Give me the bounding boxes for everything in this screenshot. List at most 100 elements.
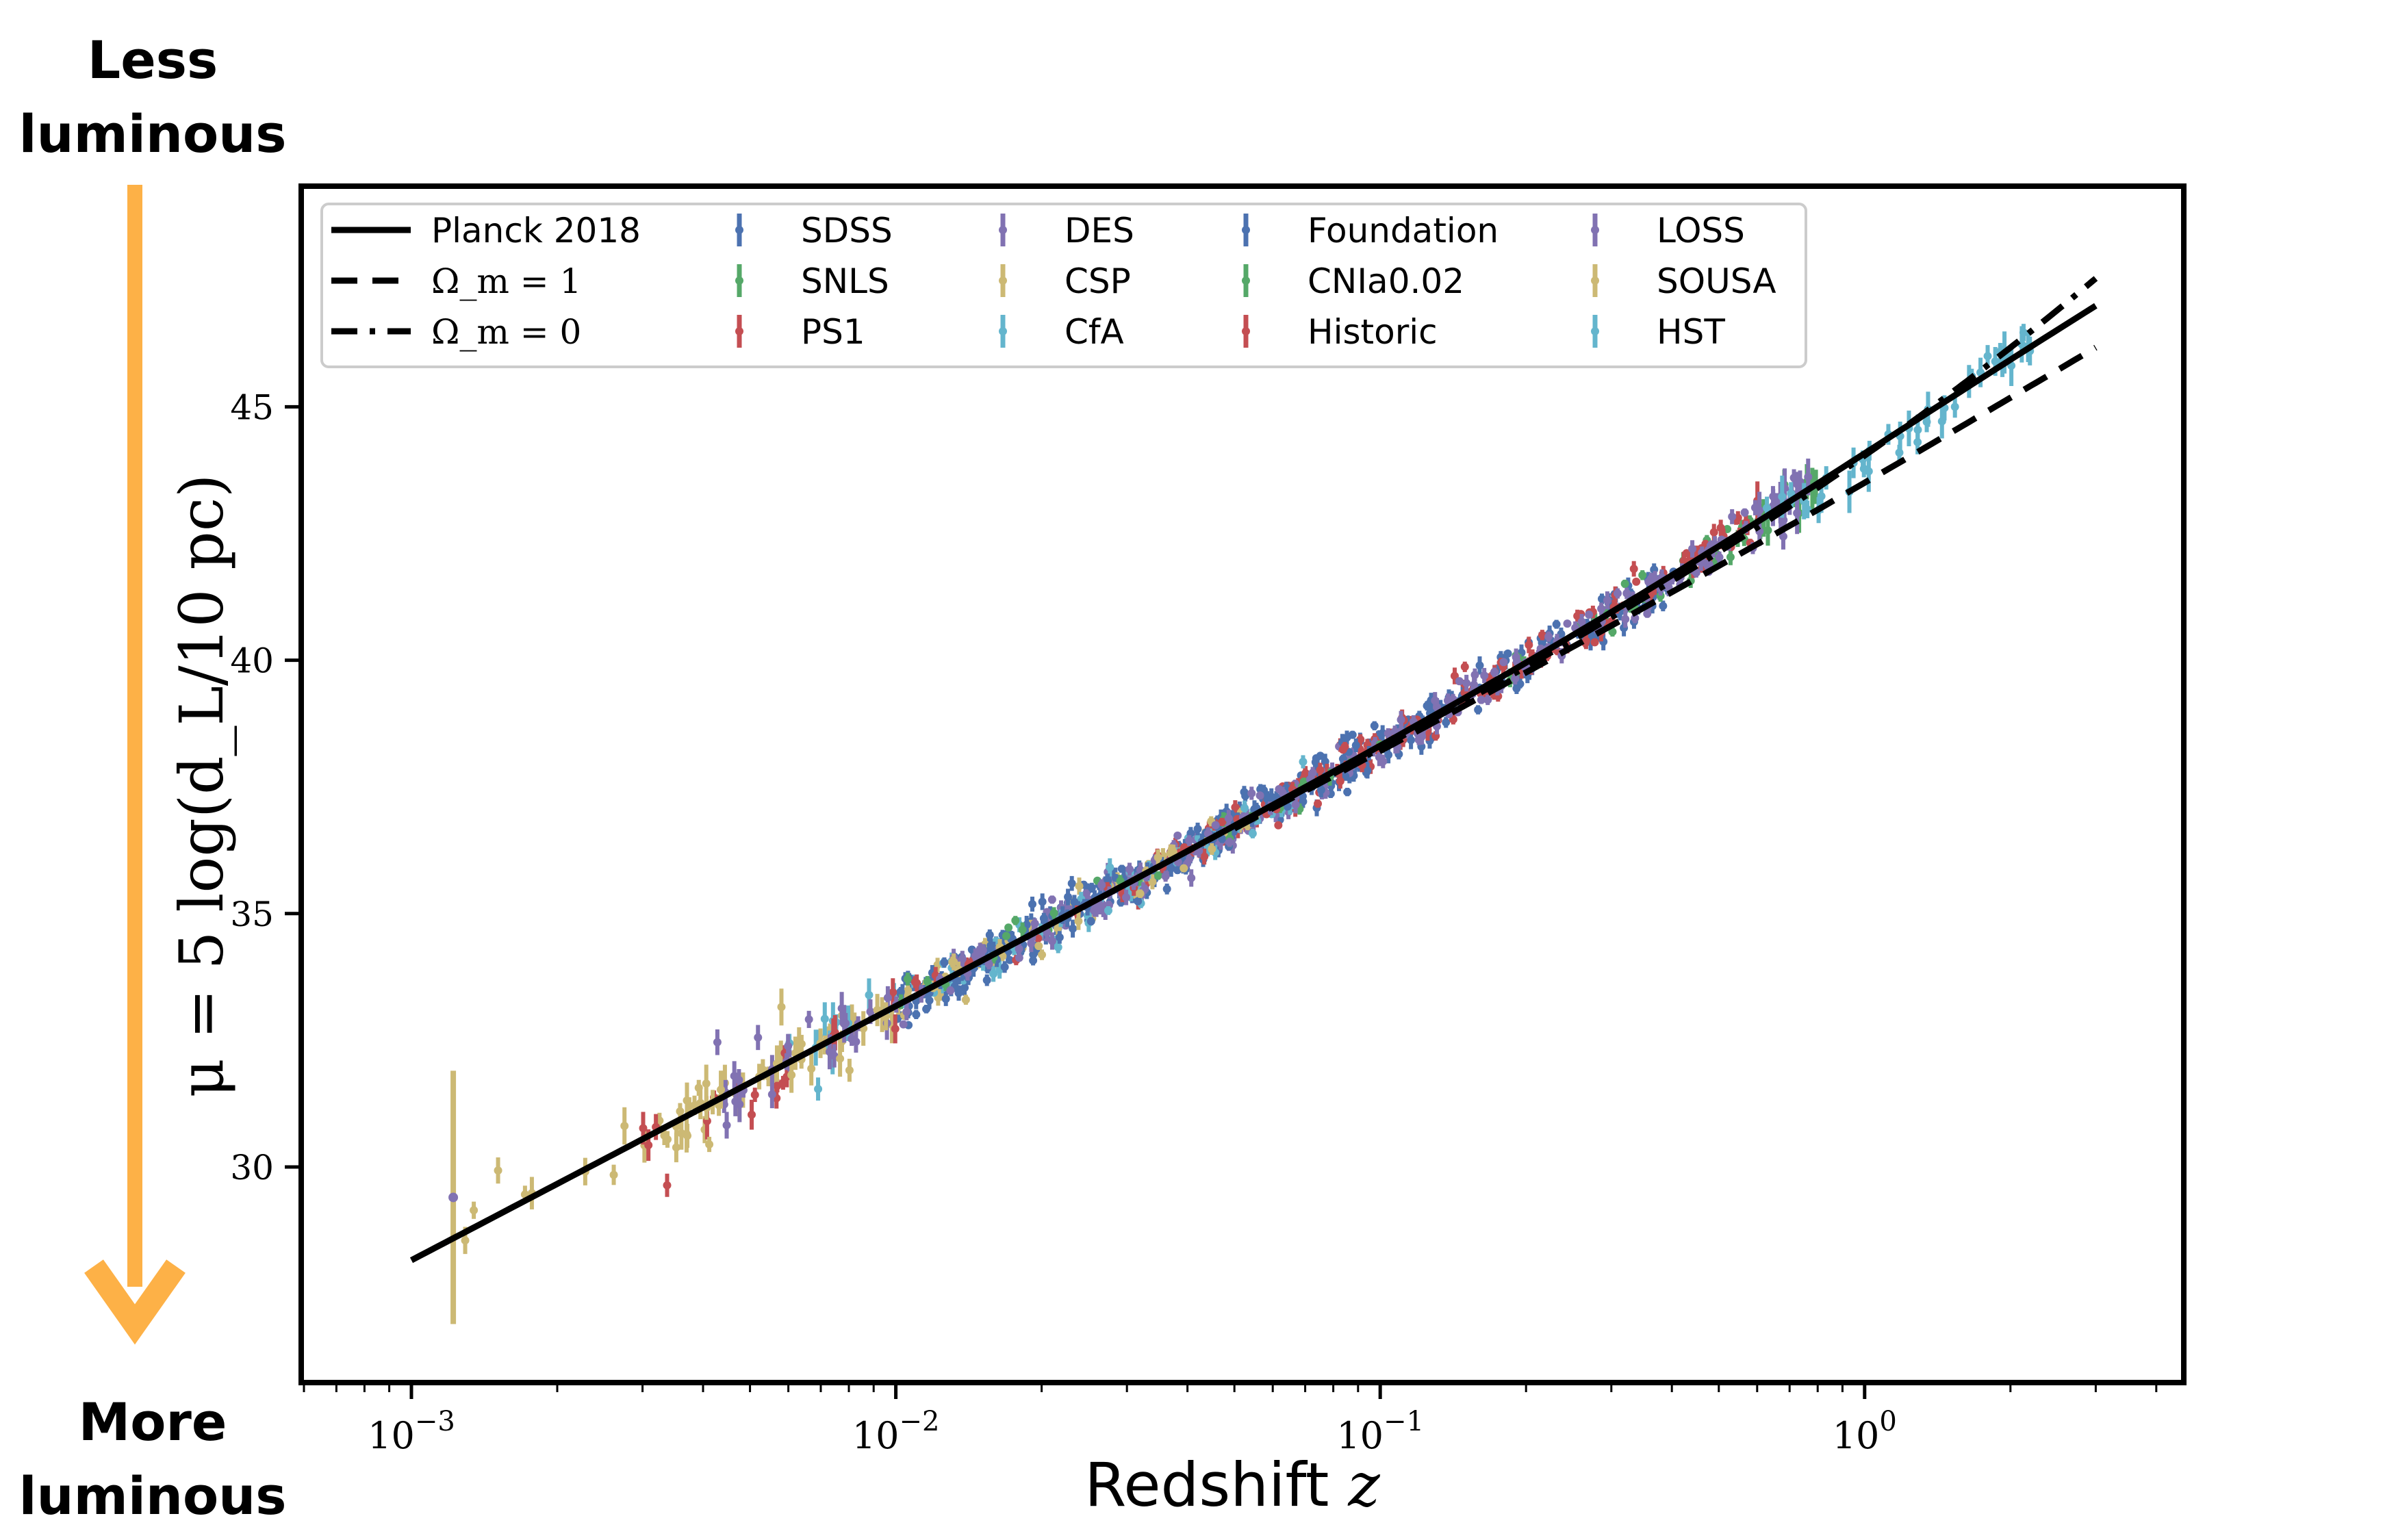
data-point <box>777 1003 786 1012</box>
data-point <box>682 1129 691 1138</box>
data-point <box>923 977 932 986</box>
data-point <box>1397 715 1405 724</box>
data-point <box>820 1014 829 1023</box>
legend-label: Planck 2018 <box>431 211 641 251</box>
data-point <box>804 1015 813 1024</box>
data-point <box>1000 962 1009 971</box>
data-point <box>1779 532 1787 541</box>
data-point <box>1185 836 1194 845</box>
legend-marker-dot <box>1591 327 1599 335</box>
legend-marker-dot <box>999 327 1007 335</box>
bottom-label-line2: luminous <box>18 1465 286 1526</box>
x-tick-label: 10−2 <box>852 1406 940 1457</box>
data-point <box>1067 879 1076 888</box>
data-point <box>1688 544 1697 553</box>
data-point <box>1477 695 1486 704</box>
data-point <box>1301 769 1310 778</box>
data-point <box>1483 695 1492 704</box>
data-point <box>1581 639 1590 647</box>
data-point <box>705 1140 714 1149</box>
data-point <box>1034 942 1043 951</box>
data-point <box>1074 916 1083 925</box>
data-point <box>1342 733 1351 742</box>
legend-marker-dot <box>999 226 1007 234</box>
data-point <box>1470 671 1479 680</box>
data-point <box>1544 632 1553 641</box>
legend-marker-dot <box>1591 277 1599 285</box>
data-point <box>1122 893 1131 902</box>
data-point <box>1512 653 1520 662</box>
legend-marker-dot <box>735 226 743 234</box>
data-point <box>1011 916 1020 925</box>
data-point <box>1503 649 1512 658</box>
data-point <box>1511 674 1520 683</box>
data-point <box>787 1070 796 1079</box>
x-tick-label: 100 <box>1833 1406 1897 1457</box>
data-point <box>1104 906 1113 915</box>
data-point <box>672 1143 680 1152</box>
data-point <box>903 975 912 984</box>
data-point <box>1055 933 1064 942</box>
data-point <box>1455 677 1464 686</box>
data-point <box>883 993 892 1002</box>
data-point <box>1613 589 1622 598</box>
data-point <box>1608 628 1617 637</box>
legend-label: Historic <box>1308 312 1438 352</box>
data-point <box>1015 945 1023 953</box>
data-point <box>748 1110 756 1119</box>
data-point <box>1715 553 1724 562</box>
data-point <box>1090 906 1099 914</box>
data-point <box>1937 417 1946 426</box>
data-point <box>814 1085 823 1094</box>
data-point <box>1240 804 1249 812</box>
data-point <box>1180 864 1188 873</box>
data-point <box>1193 825 1202 834</box>
data-point <box>1087 883 1096 892</box>
data-point <box>1047 895 1056 904</box>
data-point <box>722 1120 731 1129</box>
plot-frame <box>298 183 2187 1385</box>
data-point <box>1086 916 1095 925</box>
data-point <box>1644 578 1653 587</box>
data-point <box>948 958 957 966</box>
legend-label: SOUSA <box>1657 261 1776 301</box>
data-point <box>1225 838 1234 847</box>
y-tick-label: 35 <box>230 895 274 934</box>
data-point <box>663 1135 672 1144</box>
data-point <box>1064 893 1073 901</box>
data-point <box>902 1008 911 1016</box>
data-point <box>1097 880 1106 889</box>
bottom-label-line1: More <box>79 1391 227 1452</box>
data-point <box>1859 464 1868 473</box>
legend-label: CfA <box>1065 312 1124 352</box>
data-point <box>941 994 950 1003</box>
data-point <box>913 979 921 988</box>
y-tick-label: 40 <box>230 641 274 681</box>
legend-label: PS1 <box>801 312 865 352</box>
legend-label: DES <box>1065 211 1134 251</box>
data-point <box>1314 799 1323 808</box>
data-point <box>1913 437 1922 446</box>
y-tick-label: 45 <box>230 387 274 427</box>
data-point <box>683 1096 691 1105</box>
x-tick-label: 10−1 <box>1336 1406 1424 1457</box>
data-point <box>1187 873 1196 882</box>
data-point <box>1027 939 1036 948</box>
data-point <box>1034 934 1043 943</box>
data-point <box>676 1107 685 1116</box>
data-point <box>961 995 970 1004</box>
data-point <box>1709 528 1718 537</box>
data-point <box>866 1008 875 1016</box>
data-point <box>1018 925 1027 934</box>
data-point <box>1499 658 1508 667</box>
data-point <box>1002 932 1010 940</box>
top-label-line2: luminous <box>18 103 286 164</box>
data-point <box>1577 617 1586 626</box>
data-point <box>865 990 874 999</box>
data-point <box>978 946 987 955</box>
data-point <box>1208 845 1216 854</box>
model-lines <box>409 276 2098 1263</box>
data-point <box>750 1090 759 1099</box>
data-point <box>1552 620 1561 629</box>
data-point <box>1983 352 1992 361</box>
